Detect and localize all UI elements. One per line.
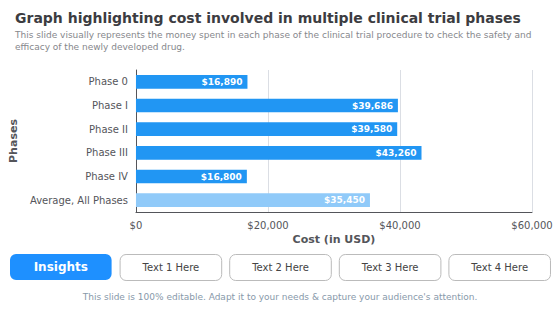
svg-text:Cost (in USD): Cost (in USD) [293, 233, 376, 246]
svg-text:Phase II: Phase II [89, 124, 128, 135]
svg-text:$60,000: $60,000 [511, 220, 552, 231]
svg-text:This slide visually represents: This slide visually represents the money… [14, 30, 534, 40]
svg-text:Phases: Phases [7, 119, 20, 163]
svg-text:Graph highlighting cost involv: Graph highlighting cost involved in mult… [15, 10, 521, 26]
svg-text:$39,686: $39,686 [352, 101, 393, 111]
svg-text:$39,580: $39,580 [351, 124, 392, 134]
svg-text:Phase IV: Phase IV [85, 171, 128, 182]
svg-text:efficacy of the newly develope: efficacy of the newly developed drug. [15, 42, 185, 52]
svg-text:$40,000: $40,000 [379, 220, 420, 231]
svg-text:$16,800: $16,800 [201, 172, 242, 182]
svg-text:Phase III: Phase III [86, 147, 128, 158]
svg-text:$16,890: $16,890 [201, 77, 242, 87]
svg-text:Phase I: Phase I [92, 100, 128, 111]
svg-text:Phase 0: Phase 0 [89, 76, 128, 87]
svg-text:Text 3 Here: Text 3 Here [361, 262, 419, 273]
svg-text:Average, All Phases: Average, All Phases [30, 195, 128, 206]
svg-text:$0: $0 [130, 220, 143, 231]
svg-text:Insights: Insights [34, 260, 88, 274]
svg-text:Text 4 Here: Text 4 Here [470, 262, 528, 273]
svg-text:$20,000: $20,000 [247, 220, 288, 231]
svg-text:Text 1 Here: Text 1 Here [142, 262, 200, 273]
svg-text:$43,260: $43,260 [376, 148, 417, 158]
svg-text:$35,450: $35,450 [324, 195, 365, 205]
svg-text:This slide is 100% editable. A: This slide is 100% editable. Adapt it to… [82, 292, 478, 302]
svg-text:Text 2 Here: Text 2 Here [251, 262, 309, 273]
